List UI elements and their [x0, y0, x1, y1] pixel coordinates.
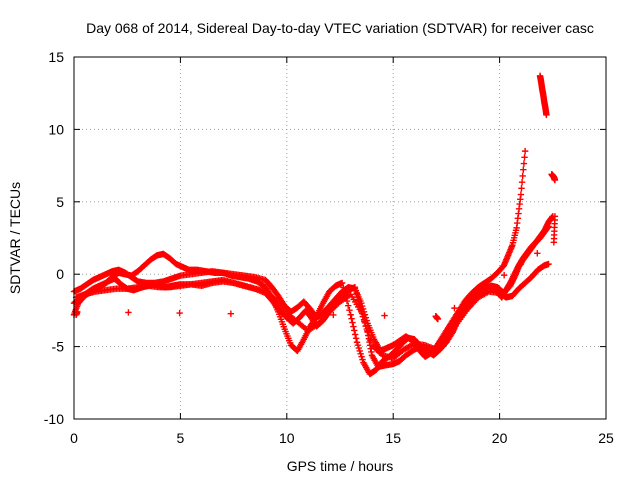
data-point: [518, 185, 525, 192]
y-tick-label: 0: [56, 266, 64, 282]
data-point: [365, 332, 373, 339]
plot-frame: [73, 56, 607, 420]
x-tick-label: 5: [177, 430, 185, 446]
data-point: [359, 356, 366, 363]
data-point: [349, 319, 356, 326]
data-point: [338, 279, 346, 287]
data-point: [517, 191, 525, 198]
data-point: [356, 347, 363, 355]
data-point: [362, 322, 370, 330]
x-tick-label: 10: [279, 430, 295, 446]
data-series: [70, 72, 559, 378]
data-point: [534, 250, 541, 257]
x-tick-label: 20: [492, 430, 508, 446]
y-tick-label: 15: [48, 49, 64, 65]
data-point: [551, 176, 559, 184]
data-point: [520, 166, 527, 173]
x-tick-label: 0: [70, 430, 78, 446]
data-point: [355, 344, 363, 352]
data-point: [350, 323, 357, 330]
data-point: [125, 309, 132, 316]
data-point: [357, 350, 364, 358]
data-point: [352, 335, 360, 342]
data-point: [351, 327, 358, 334]
x-axis-title: GPS time / hours: [287, 458, 394, 474]
data-point: [551, 213, 559, 220]
chart-title: Day 068 of 2014, Sidereal Day-to-day VTE…: [86, 20, 594, 36]
data-point: [543, 111, 550, 119]
series-track-g: [72, 213, 559, 323]
x-tick-label: 25: [598, 430, 614, 446]
series-track-f: [548, 171, 559, 184]
y-tick-label: -5: [52, 339, 65, 355]
data-point: [352, 331, 359, 338]
y-tick-label: 10: [48, 121, 64, 137]
data-point: [347, 311, 354, 318]
x-tick-label: 15: [385, 430, 401, 446]
data-point: [451, 304, 458, 312]
y-axis-title: SDTVAR / TECUs: [7, 182, 23, 294]
data-point: [358, 353, 365, 360]
data-point: [345, 302, 352, 309]
data-point: [381, 312, 388, 319]
data-point: [358, 308, 365, 316]
y-tick-label: -10: [44, 411, 64, 427]
data-point: [500, 272, 508, 279]
series-track-d: [72, 260, 552, 362]
data-point: [545, 260, 552, 268]
data-point: [346, 306, 353, 314]
data-point: [484, 282, 491, 290]
data-point: [330, 311, 337, 319]
grid-lines: [74, 57, 606, 419]
data-point: [467, 293, 475, 301]
data-point: [362, 314, 370, 321]
data-point: [358, 299, 365, 307]
data-point: [364, 327, 371, 335]
data-point: [348, 315, 355, 322]
data-point: [359, 313, 366, 320]
data-point: [434, 315, 442, 323]
data-point: [353, 339, 361, 346]
axis-ticks: 0 5 10 15 20 25 -10 -5 0 5 10 15: [44, 49, 614, 446]
data-point: [519, 172, 526, 180]
data-point: [227, 310, 235, 317]
data-point: [278, 311, 286, 318]
y-tick-label: 5: [56, 194, 64, 210]
data-point: [176, 309, 183, 317]
data-point: [361, 318, 368, 325]
data-point: [520, 160, 528, 167]
data-point: [517, 261, 524, 268]
data-point: [354, 341, 362, 349]
data-point: [521, 147, 529, 155]
data-point: [358, 302, 366, 310]
data-point: [521, 154, 528, 161]
data-point: [73, 308, 81, 316]
series-track-b: [70, 147, 529, 378]
series-track-c: [70, 223, 552, 360]
data-point: [545, 223, 552, 230]
data-point: [518, 178, 526, 186]
data-point: [367, 337, 374, 344]
series-track-e: [536, 72, 550, 119]
